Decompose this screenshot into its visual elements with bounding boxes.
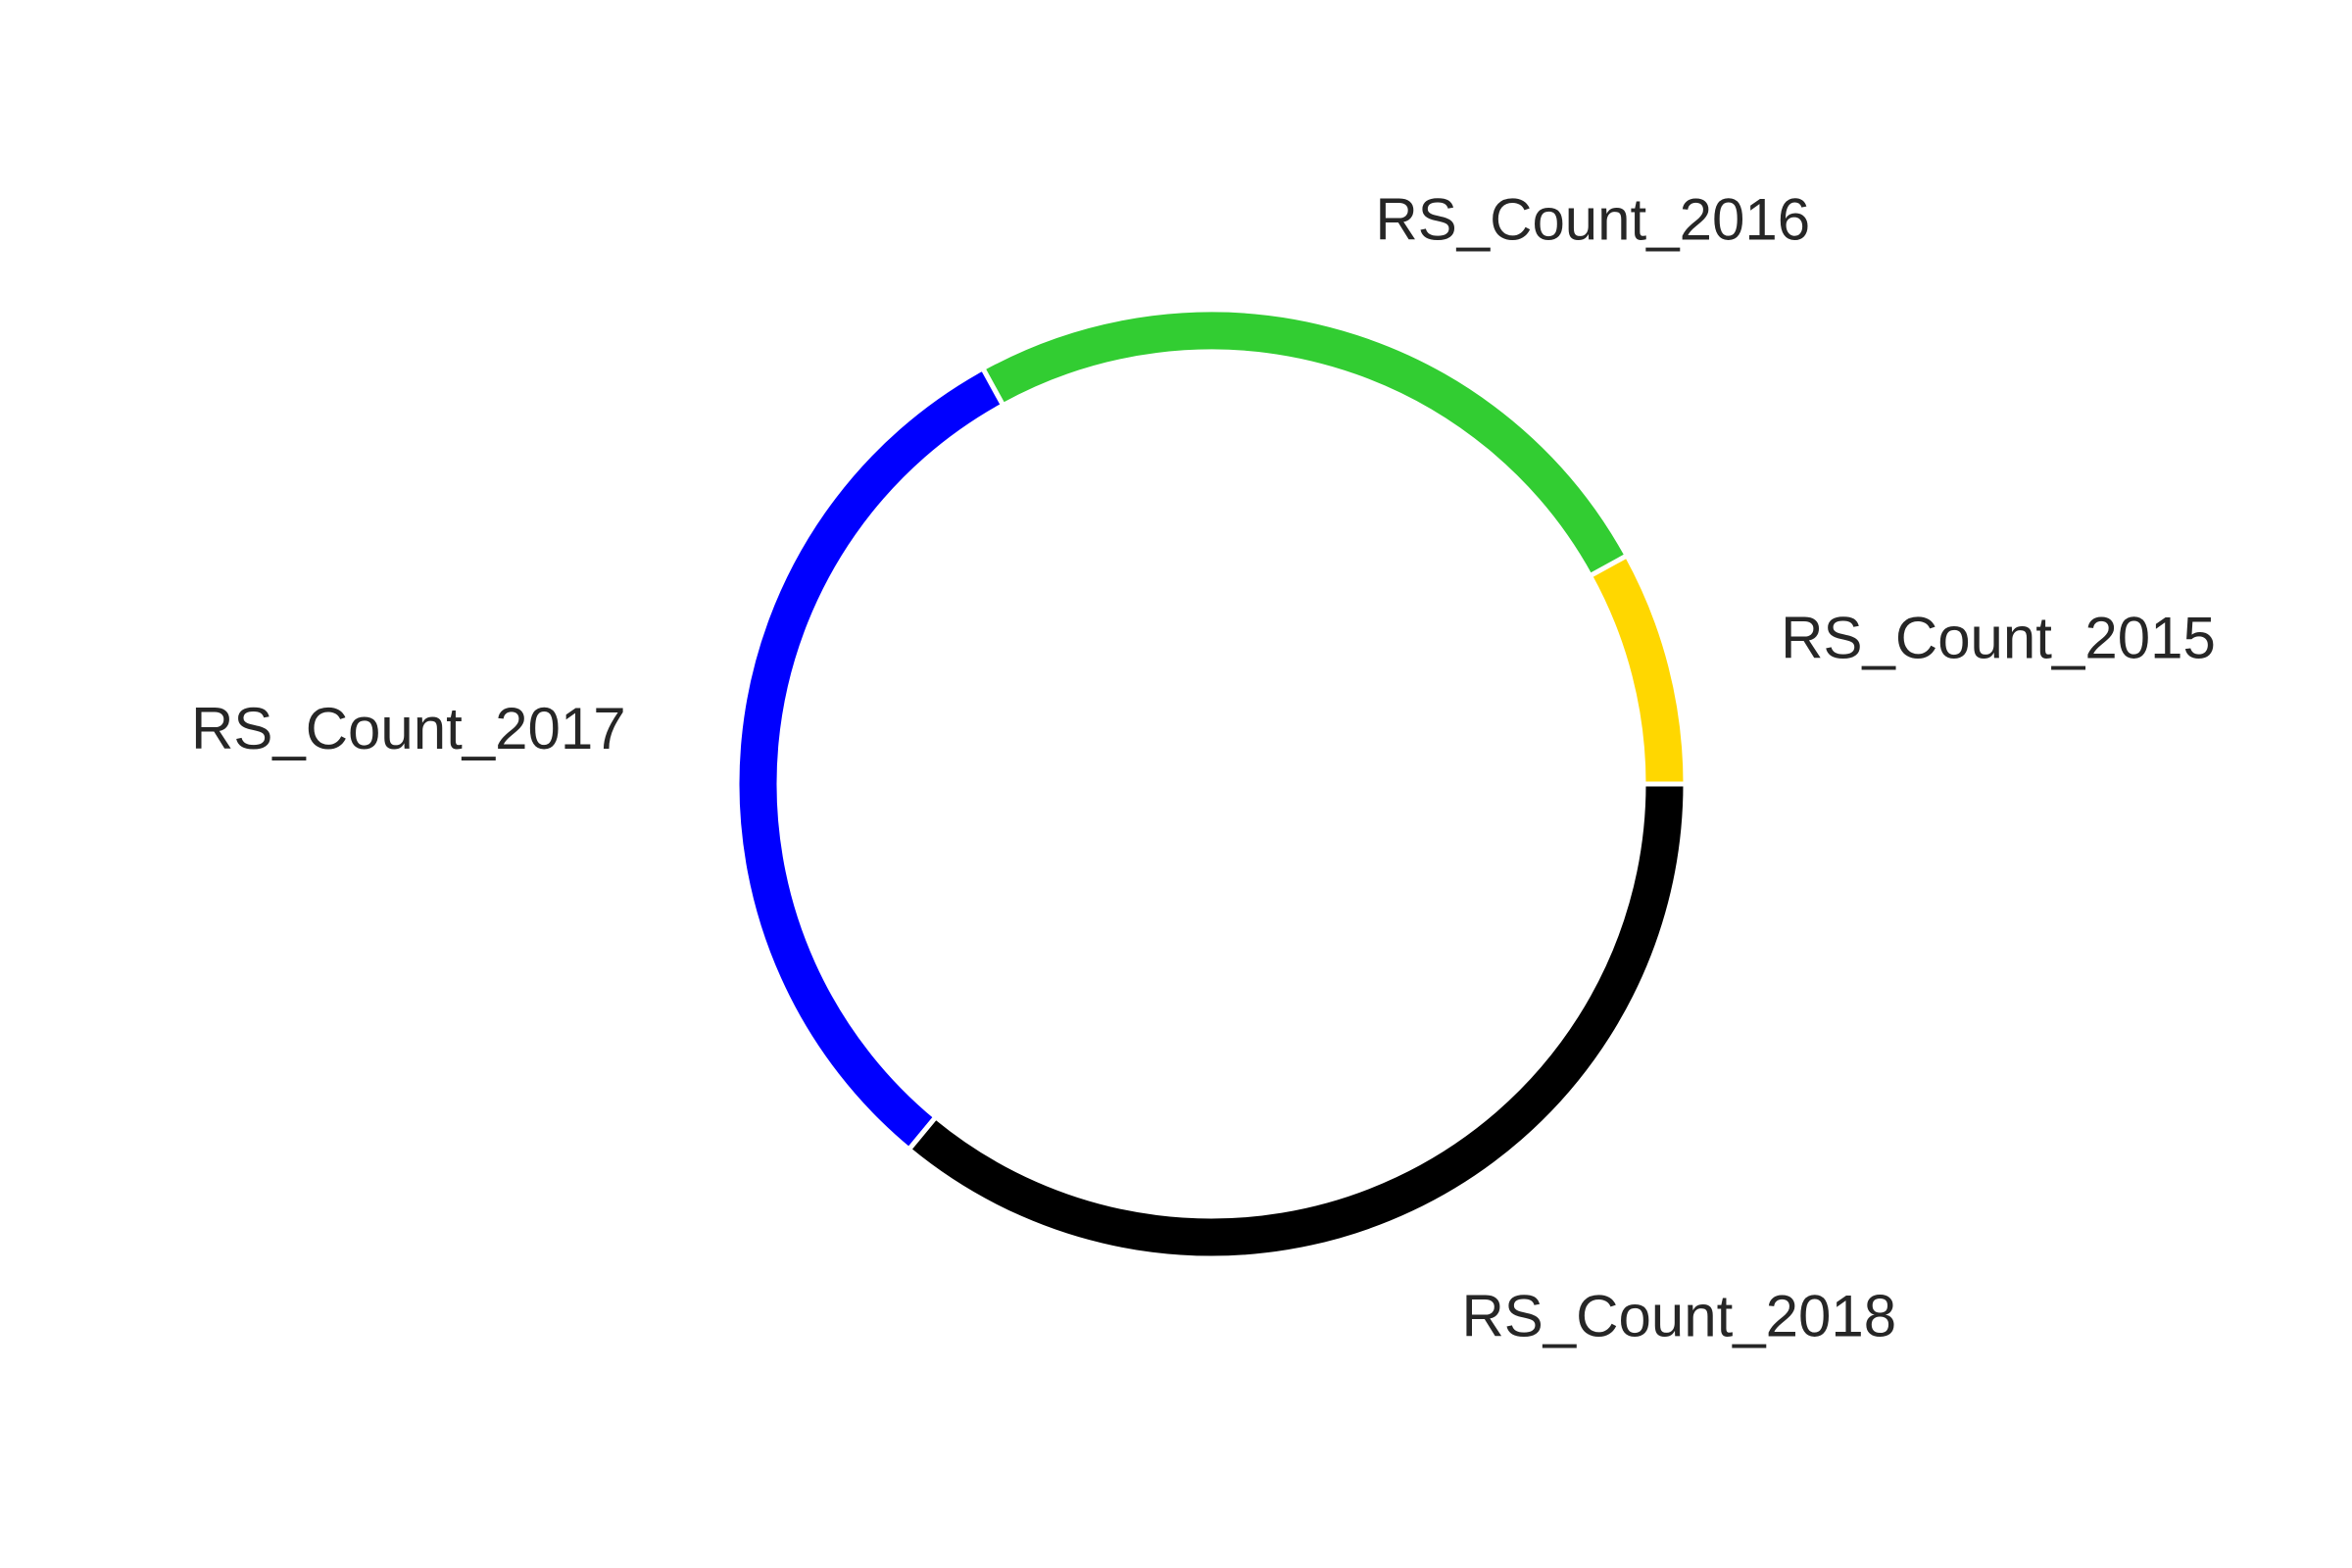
slice-label-rs-count-2016: RS_Count_2016 <box>1375 186 1810 252</box>
slice-label-rs-count-2018: RS_Count_2018 <box>1461 1283 1896 1348</box>
slice-label-rs-count-2015: RS_Count_2015 <box>1781 605 2216 670</box>
slice-rs-count-2017 <box>734 365 1006 1153</box>
slice-labels: RS_Count_2015 RS_Count_2016 RS_Count_2017 R… <box>191 186 2216 1348</box>
slice-rs-count-2016 <box>979 307 1631 579</box>
slice-rs-count-2015 <box>1587 552 1689 787</box>
slice-rs-count-2018 <box>905 781 1689 1261</box>
slices <box>734 307 1689 1261</box>
slice-label-rs-count-2017: RS_Count_2017 <box>191 696 626 761</box>
